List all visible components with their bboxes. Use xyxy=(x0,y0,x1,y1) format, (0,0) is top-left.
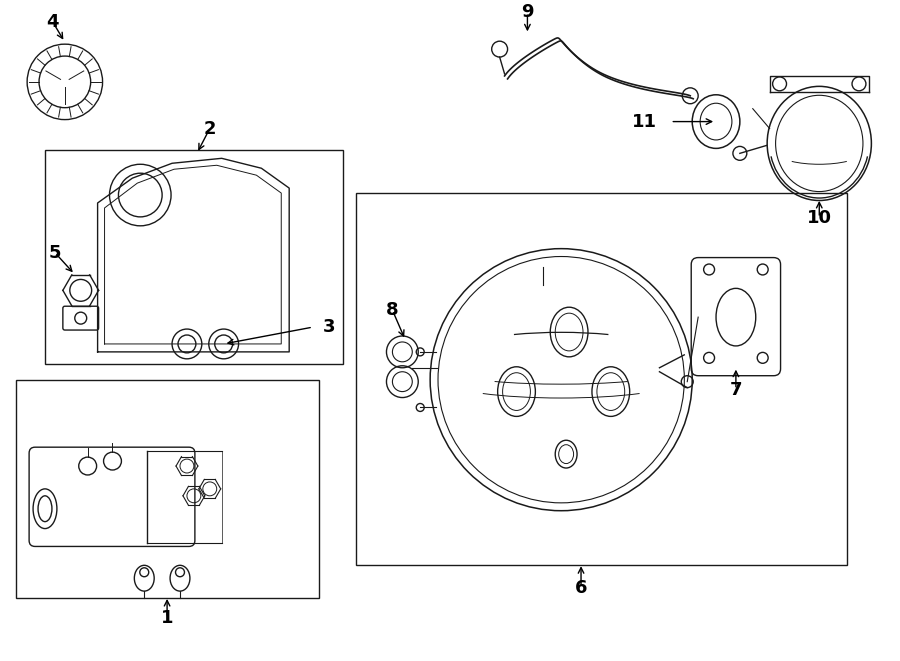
Text: 11: 11 xyxy=(632,112,656,131)
Text: 1: 1 xyxy=(161,609,174,627)
Text: 9: 9 xyxy=(521,3,534,21)
Text: 10: 10 xyxy=(806,209,832,227)
Text: 2: 2 xyxy=(203,120,216,137)
Text: 7: 7 xyxy=(730,381,742,399)
Bar xyxy=(356,193,847,565)
Text: 8: 8 xyxy=(386,301,399,319)
Text: 3: 3 xyxy=(322,318,335,336)
Text: 5: 5 xyxy=(49,244,61,262)
Bar xyxy=(45,150,343,364)
Text: 6: 6 xyxy=(575,579,588,597)
Text: 4: 4 xyxy=(47,13,59,31)
Bar xyxy=(16,379,319,598)
